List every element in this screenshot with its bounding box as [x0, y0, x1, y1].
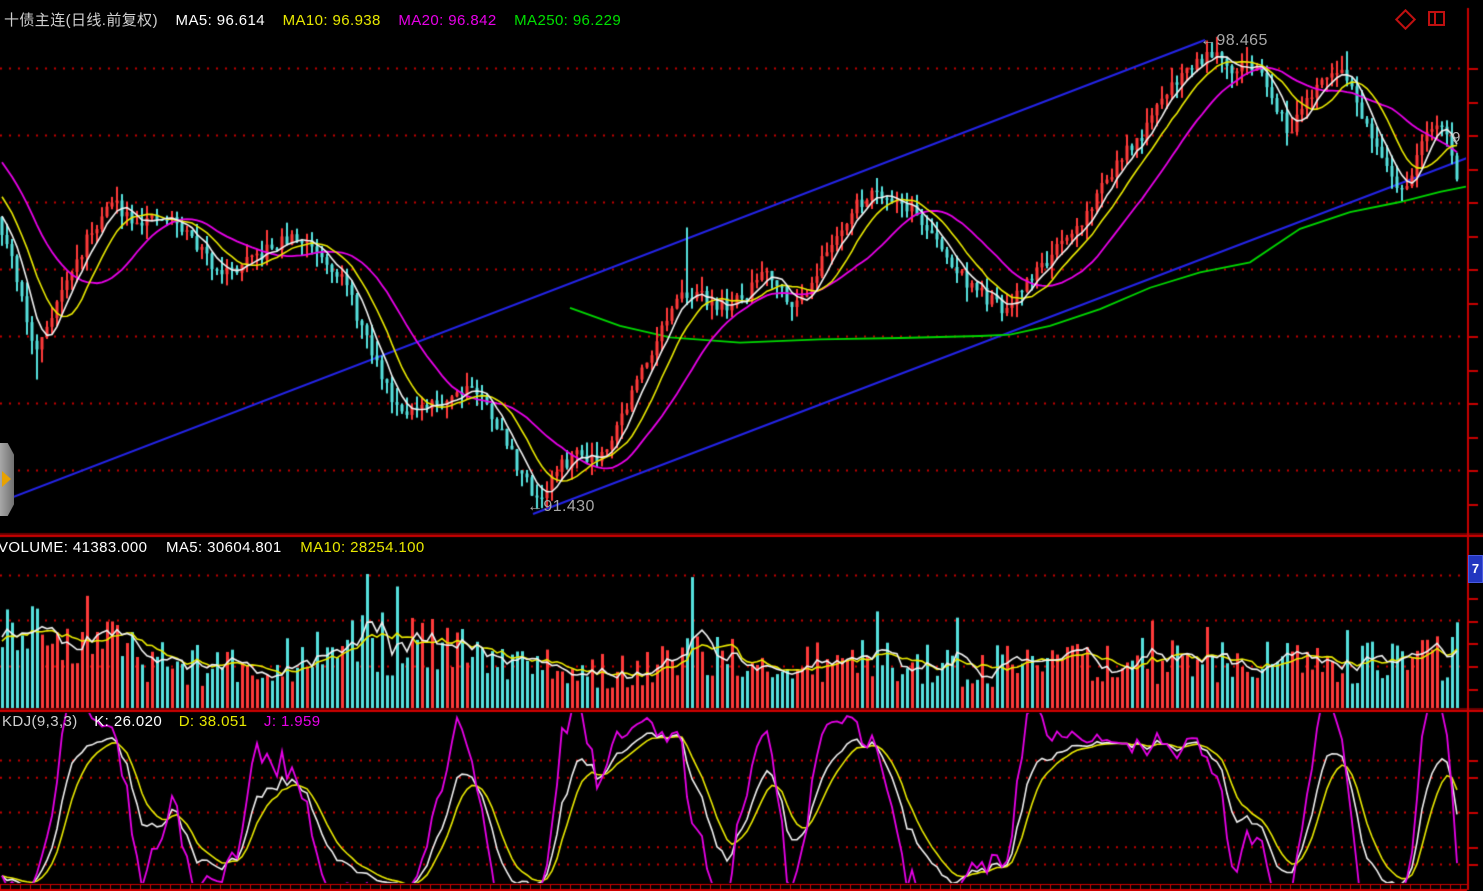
expand-arrow-icon	[2, 471, 11, 487]
ma20-label: MA20: 96.842	[398, 12, 497, 29]
ma250-label: MA250: 96.229	[514, 12, 622, 29]
ma5-label: MA5: 96.614	[175, 12, 266, 29]
instrument-title: 十债主连(日线.前复权)	[4, 12, 158, 29]
kdj-j-label: J: 1.959	[263, 713, 321, 730]
volume-value-label: VOLUME: 41383.000	[0, 539, 148, 556]
price-axis-partial-label: 9	[1452, 129, 1461, 146]
kdj-indicator-label: KDJ(9,3,3)	[2, 713, 78, 730]
sidebar-expand-handle[interactable]	[0, 443, 14, 516]
kdj-k-label: K: 26.020	[94, 713, 163, 730]
volume-axis-badge: 7	[1468, 555, 1483, 583]
split-divider	[1434, 13, 1436, 24]
volume-ma10-label: MA10: 28254.100	[300, 539, 425, 556]
volume-pane-header: VOLUME: 41383.000 MA5: 30604.801 MA10: 2…	[0, 539, 439, 556]
main-chart-header: 十债主连(日线.前复权) MA5: 96.614 MA10: 96.938 MA…	[4, 9, 634, 30]
high-price-annotation: ←98.465	[1200, 32, 1268, 49]
split-window-icon[interactable]	[1428, 11, 1445, 26]
kdj-d-label: D: 38.051	[178, 713, 248, 730]
kdj-pane-header: KDJ(9,3,3) K: 26.020 D: 38.051 J: 1.959	[2, 713, 333, 730]
low-price-annotation: ←91.430	[527, 498, 595, 515]
ma10-label: MA10: 96.938	[282, 12, 381, 29]
volume-ma5-label: MA5: 30604.801	[165, 539, 282, 556]
